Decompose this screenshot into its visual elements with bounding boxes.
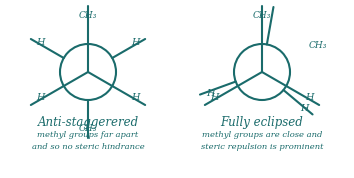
Text: H: H <box>131 93 140 101</box>
Text: Fully eclipsed: Fully eclipsed <box>221 116 303 129</box>
Text: H: H <box>131 38 140 47</box>
Text: Anti-staggerered: Anti-staggerered <box>38 116 138 129</box>
Text: CH₃: CH₃ <box>79 124 97 133</box>
Text: H: H <box>36 38 45 47</box>
Text: methyl groups are close and: methyl groups are close and <box>202 131 322 139</box>
Text: CH₃: CH₃ <box>79 11 97 20</box>
Text: H: H <box>300 104 309 113</box>
Text: CH₃: CH₃ <box>253 11 271 20</box>
Text: H: H <box>36 93 45 101</box>
Text: H: H <box>206 89 215 98</box>
Text: H: H <box>305 93 314 101</box>
Text: CH₃: CH₃ <box>309 41 327 50</box>
Text: and so no steric hindrance: and so no steric hindrance <box>32 143 144 151</box>
Text: methyl groups far apart: methyl groups far apart <box>38 131 139 139</box>
Text: steric repulsion is prominent: steric repulsion is prominent <box>201 143 323 151</box>
Text: H: H <box>210 93 219 101</box>
